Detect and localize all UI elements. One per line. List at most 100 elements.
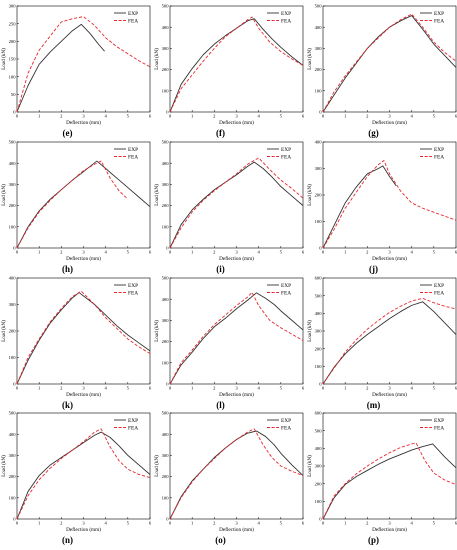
x-tick-label: 4 <box>105 386 108 391</box>
x-axis-label: Deflection (mm) <box>219 255 254 262</box>
legend-label-exp: EXP <box>281 11 291 17</box>
panel-caption: (h) <box>62 264 73 274</box>
legend-label-fea: FEA <box>281 425 291 431</box>
series-line-fea <box>322 297 457 385</box>
x-tick-label: 0 <box>322 386 325 391</box>
x-tick-label: 6 <box>455 114 457 119</box>
series-line-exp <box>169 18 304 113</box>
x-tick-label: 6 <box>149 521 152 526</box>
x-axis-label: Deflection (mm) <box>372 119 407 126</box>
y-axis-label: Load (kN) <box>0 184 7 206</box>
chart-panel: 0 1 2 3 4 5 6 0 50 100 150 200 250 300 Deflection (mm)… <box>0 4 152 138</box>
x-tick-label: 5 <box>280 250 283 255</box>
y-tick-label: 200 <box>162 67 170 72</box>
x-tick-label: 1 <box>344 250 347 255</box>
x-tick-label: 0 <box>169 114 172 119</box>
x-tick-label: 2 <box>60 521 63 526</box>
x-tick-label: 1 <box>38 521 41 526</box>
chart-panel: 0 1 2 3 4 5 6 0 100 200 300 400 500 600 Deflection (mm… <box>306 411 457 545</box>
y-tick-label: 50 <box>11 92 16 97</box>
x-tick-label: 6 <box>149 250 152 255</box>
y-tick-label: 400 <box>315 311 323 316</box>
y-tick-label: 0 <box>319 517 322 522</box>
chart-panel: 0 1 2 3 4 5 6 0 100 200 300 400 500 Deflection (mm) Lo… <box>306 4 457 138</box>
x-tick-label: 0 <box>169 521 172 526</box>
legend-label-fea: FEA <box>128 290 138 296</box>
x-tick-label: 4 <box>411 386 414 391</box>
x-tick-label: 3 <box>235 250 238 255</box>
legend-label-fea: FEA <box>281 154 291 160</box>
panel-caption: (m) <box>367 400 381 410</box>
x-tick-label: 1 <box>191 521 194 526</box>
x-tick-label: 1 <box>191 250 194 255</box>
x-tick-label: 2 <box>60 386 63 391</box>
series-line-exp <box>16 292 151 385</box>
x-tick-label: 4 <box>258 250 261 255</box>
y-axis-label: Load (kN) <box>306 184 313 206</box>
x-tick-label: 2 <box>60 114 63 119</box>
series-line-exp <box>169 161 304 249</box>
x-tick-label: 3 <box>82 114 85 119</box>
x-tick-label: 1 <box>344 386 347 391</box>
x-tick-label: 3 <box>388 250 391 255</box>
legend-label-exp: EXP <box>434 11 444 17</box>
y-tick-label: 400 <box>162 432 170 437</box>
y-tick-label: 300 <box>315 166 323 171</box>
panel-caption: (n) <box>62 535 73 545</box>
y-tick-label: 500 <box>315 4 323 9</box>
x-tick-label: 4 <box>258 114 261 119</box>
x-tick-label: 3 <box>82 386 85 391</box>
y-tick-label: 200 <box>162 474 170 479</box>
x-tick-label: 6 <box>149 114 152 119</box>
series-line-exp <box>322 443 457 520</box>
series-line-fea <box>16 160 129 249</box>
y-axis-label: Load (kN) <box>306 320 313 342</box>
x-tick-label: 2 <box>366 114 369 119</box>
x-tick-label: 1 <box>191 114 194 119</box>
x-tick-label: 1 <box>344 521 347 526</box>
x-tick-label: 0 <box>322 250 325 255</box>
y-axis-label: Load (kN) <box>153 48 160 70</box>
x-axis-label: Deflection (mm) <box>66 526 101 533</box>
x-tick-label: 0 <box>16 250 19 255</box>
panel-caption: (p) <box>368 535 379 545</box>
legend-label-fea: FEA <box>281 290 291 296</box>
y-tick-label: 100 <box>162 495 170 500</box>
y-tick-label: 200 <box>9 329 17 334</box>
y-axis-label: Load (kN) <box>153 455 160 477</box>
x-tick-label: 0 <box>169 386 172 391</box>
y-tick-label: 100 <box>315 219 323 224</box>
chart-panel: 0 1 2 3 4 5 6 0 100 200 300 400 500 600 Deflection (mm… <box>306 276 457 410</box>
y-tick-label: 0 <box>13 382 16 387</box>
x-tick-label: 6 <box>455 521 457 526</box>
y-tick-label: 0 <box>319 246 322 251</box>
y-tick-label: 100 <box>315 364 323 369</box>
series-line-fea <box>322 442 457 520</box>
y-tick-label: 300 <box>9 182 17 187</box>
series-line-exp <box>322 165 397 249</box>
legend-label-fea: FEA <box>434 154 444 160</box>
y-tick-label: 300 <box>162 182 170 187</box>
y-axis-label: Load (kN) <box>0 455 7 477</box>
y-tick-label: 300 <box>162 453 170 458</box>
series-line-fea <box>322 160 457 249</box>
y-tick-label: 300 <box>162 318 170 323</box>
y-tick-label: 500 <box>9 411 17 416</box>
y-tick-label: 0 <box>166 517 169 522</box>
y-tick-label: 0 <box>166 382 169 387</box>
x-axis-label: Deflection (mm) <box>66 119 101 126</box>
y-tick-label: 500 <box>9 140 17 145</box>
y-tick-label: 0 <box>13 246 16 251</box>
x-tick-label: 5 <box>280 521 283 526</box>
x-tick-label: 1 <box>344 114 347 119</box>
x-tick-label: 5 <box>127 521 130 526</box>
legend-label-fea: FEA <box>128 18 138 24</box>
y-tick-label: 400 <box>9 432 17 437</box>
y-tick-label: 100 <box>9 495 17 500</box>
panel-caption: (o) <box>215 535 226 545</box>
x-tick-label: 5 <box>280 114 283 119</box>
x-tick-label: 0 <box>16 386 19 391</box>
series-line-fea <box>322 13 457 113</box>
x-tick-label: 3 <box>235 114 238 119</box>
